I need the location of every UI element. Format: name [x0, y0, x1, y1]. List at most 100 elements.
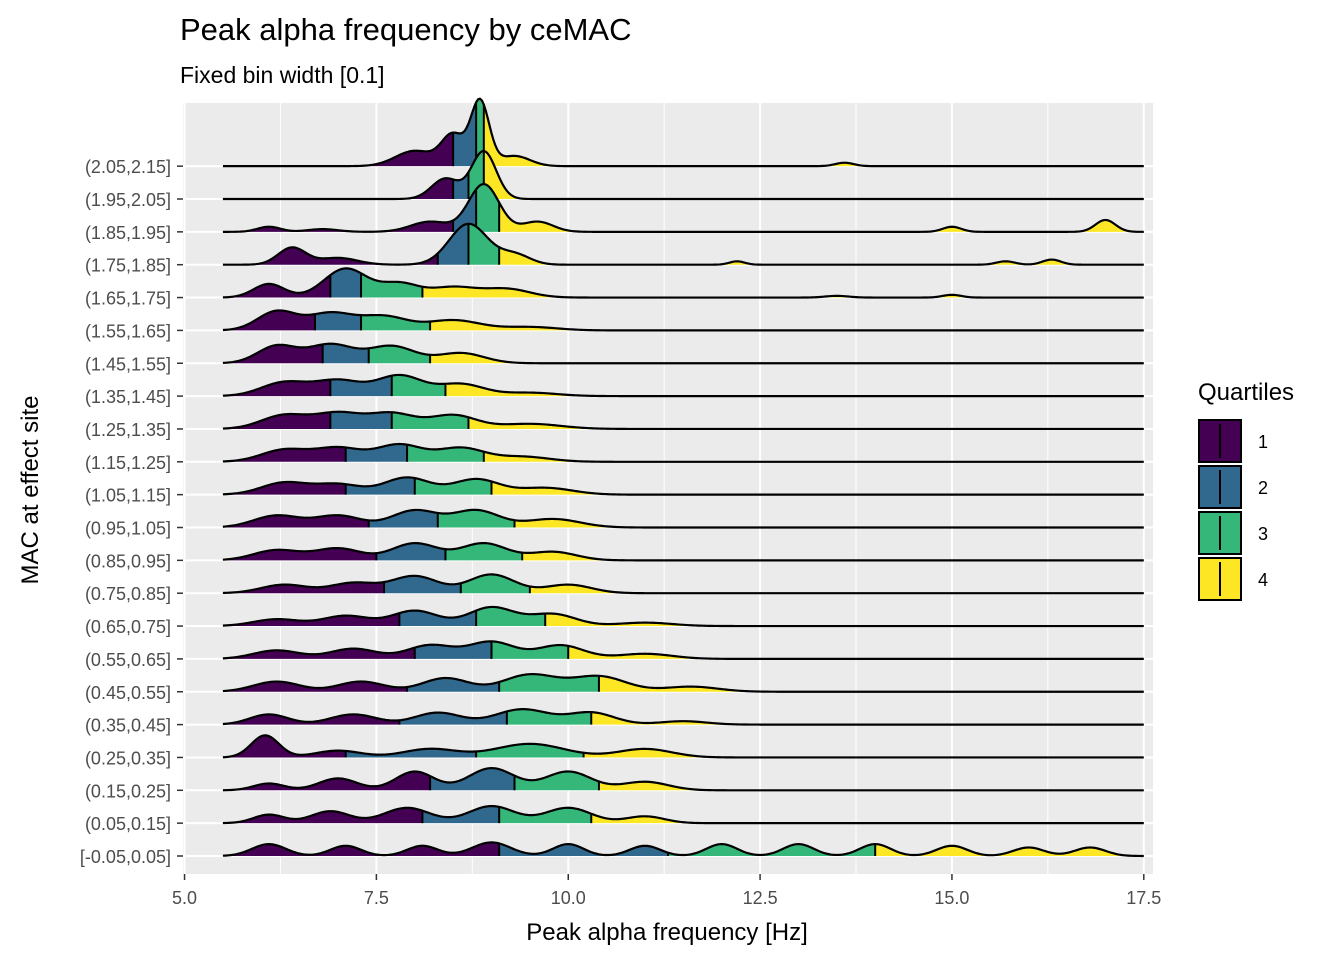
- quartile-2-area: [430, 768, 515, 791]
- ridge-(1.15,1.25]: [222, 442, 1144, 463]
- x-tick-label: 10.0: [551, 888, 586, 908]
- quartile-3-area: [414, 478, 492, 495]
- density-outline: [222, 222, 1144, 266]
- x-tick-label: 7.5: [364, 888, 389, 908]
- ridges: [222, 97, 1144, 858]
- density-outline: [222, 673, 1144, 693]
- density-outline: [222, 640, 1144, 660]
- density-outline: [222, 734, 1144, 759]
- quartile-3-area: [514, 771, 599, 791]
- y-tick-label: (0.35,0.45]: [85, 716, 171, 736]
- density-outline: [222, 149, 1144, 201]
- quartile-3-area: [361, 273, 423, 298]
- quartile-1-area: [222, 548, 377, 561]
- density-outline: [222, 508, 1144, 529]
- quartile-1-area: [222, 807, 423, 824]
- density-outline: [222, 476, 1144, 496]
- quartile-2-area: [453, 102, 477, 167]
- quartile-4-area: [591, 813, 1144, 824]
- quartile-4-area: [491, 481, 1144, 495]
- quartile-3-area: [499, 674, 599, 692]
- quartile-1-area: [222, 178, 454, 199]
- quartile-3-area: [468, 223, 500, 265]
- quartile-4-area: [430, 319, 1144, 331]
- density-outline: [222, 841, 1144, 858]
- ridge-(0.55,0.65]: [222, 640, 1144, 660]
- y-tick-label: (0.85,0.95]: [85, 551, 171, 571]
- y-tick-label: (0.25,0.35]: [85, 748, 171, 768]
- quartile-4-area: [514, 518, 1144, 528]
- y-tick-label: [-0.05,0.05]: [80, 847, 171, 867]
- y-tick-label: (1.95,2.05]: [85, 190, 171, 210]
- ridge-(1.65,1.75]: [222, 267, 1144, 299]
- quartile-1-area: [222, 714, 400, 725]
- quartile-3-area: [368, 345, 431, 364]
- density-outline: [222, 573, 1144, 595]
- y-tick-label: (1.25,1.35]: [85, 420, 171, 440]
- legend-title: Quartiles: [1198, 379, 1294, 406]
- quartile-4-area: [598, 675, 1144, 692]
- ridge-(0.65,0.75]: [222, 605, 1144, 628]
- ridge-(0.75,0.85]: [222, 573, 1144, 595]
- quartile-2-area: [314, 312, 362, 331]
- ridge-(0.35,0.45]: [222, 708, 1144, 726]
- legend-label: 2: [1258, 478, 1268, 498]
- quartile-3-area: [391, 374, 446, 397]
- density-outline: [222, 373, 1144, 398]
- quartile-2-area: [399, 610, 477, 627]
- quartile-1-area: [222, 481, 346, 495]
- density-outline: [222, 605, 1144, 628]
- ridge-(1.35,1.45]: [222, 373, 1144, 398]
- quartile-1-area: [222, 681, 408, 692]
- legend-key-1: 1: [1198, 419, 1268, 463]
- ridge-(1.25,1.35]: [222, 410, 1144, 431]
- quartile-4-area: [875, 844, 1144, 856]
- legend-key-2: 2: [1198, 465, 1268, 509]
- quartile-3-area: [506, 709, 592, 725]
- y-tick-label: (1.45,1.55]: [85, 354, 171, 374]
- chart-subtitle: Fixed bin width [0.1]: [180, 62, 385, 88]
- density-outline: [222, 410, 1144, 431]
- y-tick-label: (1.65,1.75]: [85, 289, 171, 309]
- quartile-4-area: [522, 551, 1144, 561]
- ridge-(1.05,1.15]: [222, 476, 1144, 496]
- quartile-4-area: [422, 286, 1144, 298]
- density-outline: [222, 267, 1144, 299]
- quartile-3-area: [476, 184, 500, 232]
- quartile-2-area: [345, 444, 408, 462]
- y-tick-label: (0.55,0.65]: [85, 650, 171, 670]
- quartile-4-area: [445, 383, 1144, 397]
- x-axis-ticks: 5.0 7.5 10.0 12.5 15.0 17.5: [172, 874, 1161, 908]
- density-outline: [222, 708, 1144, 726]
- ridge-(0.95,1.05]: [222, 508, 1144, 529]
- ridge-(1.85,1.95]: [222, 182, 1144, 233]
- y-tick-label: (1.85,1.95]: [85, 223, 171, 243]
- quartile-3-area: [361, 315, 431, 331]
- density-outline: [222, 541, 1144, 562]
- x-tick-label: 15.0: [934, 888, 969, 908]
- quartile-1-area: [222, 582, 385, 594]
- quartile-2-area: [345, 477, 415, 495]
- y-tick-label: (1.75,1.85]: [85, 256, 171, 276]
- ridge-(0.45,0.55]: [222, 673, 1144, 693]
- quartile-4-area: [468, 417, 1144, 429]
- ridge-(1.75,1.85]: [222, 222, 1144, 266]
- y-tick-label: (0.15,0.25]: [85, 781, 171, 801]
- legend: Quartiles 1 2 3 4: [1198, 379, 1294, 601]
- quartile-2-area: [384, 575, 461, 594]
- quartile-2-area: [368, 509, 438, 528]
- ridge-(0.25,0.35]: [222, 734, 1144, 759]
- quartile-1-area: [222, 735, 346, 758]
- quartile-3-area: [476, 98, 484, 167]
- quartile-4-area: [529, 584, 1144, 594]
- density-outline: [222, 804, 1144, 825]
- y-tick-label: (1.15,1.25]: [85, 453, 171, 473]
- y-tick-label: (0.05,0.15]: [85, 814, 171, 834]
- x-tick-label: 17.5: [1126, 888, 1161, 908]
- y-tick-label: (0.75,0.85]: [85, 584, 171, 604]
- x-tick-label: 5.0: [172, 888, 197, 908]
- y-tick-label: (2.05,2.15]: [85, 157, 171, 177]
- y-tick-label: (0.45,0.55]: [85, 683, 171, 703]
- quartile-2-area: [330, 411, 392, 429]
